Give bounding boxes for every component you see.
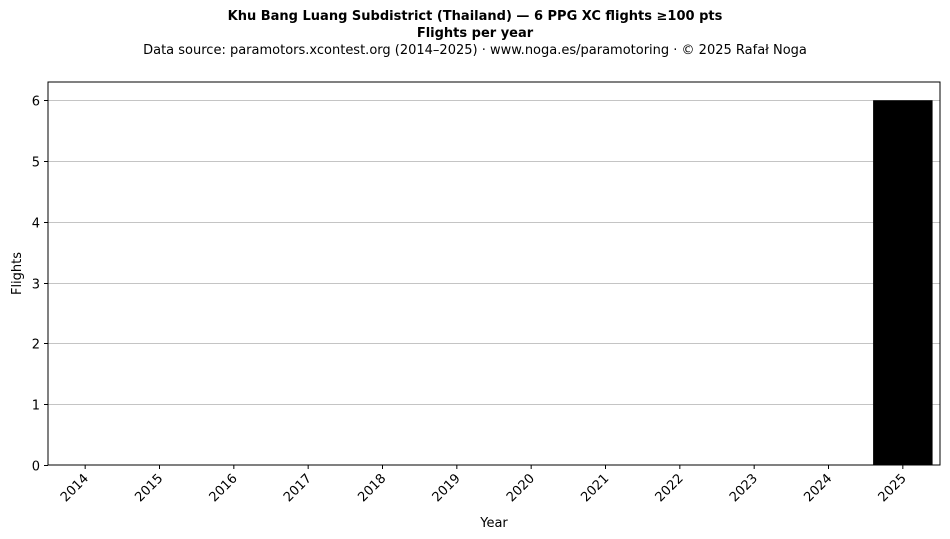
chart-subtitle: Flights per year xyxy=(416,26,534,41)
y-tick-label: 2 xyxy=(32,338,40,353)
y-tick-label: 0 xyxy=(32,460,40,475)
x-tick-label: 2015 xyxy=(132,471,166,505)
x-tick-label: 2020 xyxy=(504,471,538,505)
x-tick-label: 2016 xyxy=(207,471,241,505)
chart-title: Khu Bang Luang Subdistrict (Thailand) — … xyxy=(227,9,723,24)
x-tick-label: 2024 xyxy=(801,471,835,505)
y-tick-label: 5 xyxy=(32,156,40,171)
bars-layer xyxy=(873,100,933,465)
x-axis-label: Year xyxy=(479,516,508,531)
x-tick-label: 2018 xyxy=(355,471,389,505)
plot-frame xyxy=(47,81,941,466)
y-axis-label: Flights xyxy=(10,252,25,295)
grid-layer xyxy=(48,100,940,405)
y-tick-label: 3 xyxy=(32,278,40,293)
x-tick-label: 2023 xyxy=(727,471,761,505)
y-tick-label: 4 xyxy=(32,217,40,232)
chart-title-block: Khu Bang Luang Subdistrict (Thailand) — … xyxy=(0,8,950,60)
x-tick-label: 2017 xyxy=(281,471,315,505)
x-tick-label: 2025 xyxy=(876,471,910,505)
x-tick-label: 2021 xyxy=(578,471,612,505)
y-axis: 0 1 2 3 4 5 6 xyxy=(32,95,48,475)
y-tick-label: 1 xyxy=(32,399,40,414)
y-tick-label: 6 xyxy=(32,95,40,110)
x-tick-label: 2022 xyxy=(653,471,687,505)
x-tick-label: 2019 xyxy=(430,471,464,505)
bar-2025 xyxy=(873,100,933,465)
x-axis: 2014 2015 2016 2017 2018 2019 2020 2021 2022 2023… xyxy=(58,465,910,505)
chart-source-note: Data source: paramotors.xcontest.org (20… xyxy=(143,43,807,58)
x-tick-label: 2014 xyxy=(58,471,92,505)
